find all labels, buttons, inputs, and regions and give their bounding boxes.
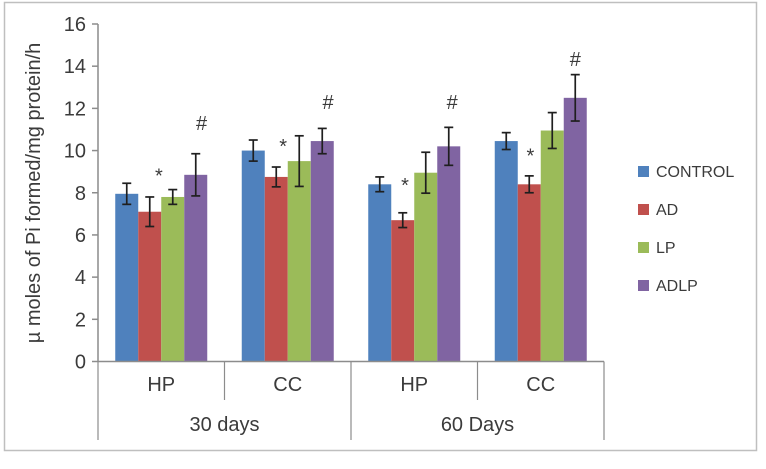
y-tick-label: 2 [75, 309, 86, 331]
labels-layer: 0 2 4 6 8 10 12 14 16 HP CC HP CC 30 days 60 Days µ mol… [23, 14, 582, 436]
error-bar-lp-g2 [421, 151, 431, 195]
y-tick-label: 4 [75, 267, 86, 289]
error-bar-ad-g1 [271, 166, 281, 188]
bar-adlp-g2 [437, 146, 461, 362]
error-bar-control-g0 [122, 182, 132, 206]
x-category-label: CC [526, 374, 555, 396]
figure-border [3, 1, 758, 452]
legend-swatch-control [638, 166, 649, 177]
legend-label-adlp: ADLP [656, 278, 698, 295]
bar-control-g3 [494, 141, 518, 362]
bar-control-g0 [115, 193, 139, 362]
bar-ad-g3 [517, 184, 541, 362]
legend-swatch-adlp [638, 280, 649, 291]
legend-item-adlp: ADLP [638, 278, 698, 295]
y-tick-label: 14 [64, 56, 86, 78]
bar-ad-g2 [391, 220, 415, 362]
significance-annotation: * [401, 175, 409, 197]
legend-label-control: CONTROL [656, 164, 734, 181]
legend-item-control: CONTROL [638, 164, 734, 181]
error-bar-control-g1 [248, 139, 258, 162]
bar-lp-g1 [287, 161, 311, 362]
significance-annotation: # [570, 49, 582, 71]
error-bar-adlp-g3 [570, 73, 580, 122]
y-tick-label: 6 [75, 225, 86, 247]
bar-lp-g0 [161, 196, 185, 362]
bar-control-g2 [368, 184, 392, 362]
bar-adlp-g0 [184, 174, 208, 362]
error-bar-adlp-g1 [317, 127, 327, 155]
error-bar-lp-g0 [168, 188, 178, 206]
legend-label-ad: AD [656, 202, 678, 219]
x-category-label: HP [400, 374, 428, 396]
bar-lp-g3 [540, 130, 564, 362]
bar-ad-g1 [264, 176, 288, 362]
legend-item-ad: AD [638, 202, 678, 219]
significance-annotation: * [155, 166, 163, 188]
bars-layer [115, 97, 587, 362]
y-tick-label: 8 [75, 183, 86, 205]
x-category-label: CC [273, 374, 302, 396]
significance-annotation: # [447, 92, 459, 114]
legend-swatch-lp [638, 242, 649, 253]
bar-control-g1 [241, 150, 265, 362]
x-group-label: 60 Days [441, 414, 514, 436]
error-bar-ad-g0 [145, 196, 155, 228]
y-tick-label: 12 [64, 98, 86, 120]
y-tick-label: 16 [64, 14, 86, 36]
bar-lp-g2 [414, 172, 438, 362]
bar-adlp-g1 [310, 141, 334, 362]
y-tick-label: 10 [64, 141, 86, 163]
error-bar-lp-g1 [294, 134, 304, 188]
error-bar-adlp-g0 [191, 152, 201, 197]
error-bar-adlp-g2 [444, 126, 454, 167]
significance-annotation: # [322, 92, 334, 114]
x-category-label: HP [147, 374, 175, 396]
error-bar-control-g2 [375, 176, 385, 193]
significance-annotation: * [279, 136, 287, 158]
error-bar-ad-g3 [524, 175, 534, 194]
x-group-label: 30 days [189, 414, 259, 436]
error-bar-control-g3 [501, 131, 511, 151]
legend-swatch-ad [638, 204, 649, 215]
axes-layer [92, 23, 605, 440]
legend-item-lp: LP [638, 240, 676, 257]
bar-adlp-g3 [563, 97, 587, 362]
error-bars-layer [122, 73, 580, 229]
y-tick-label: 0 [75, 352, 86, 374]
significance-annotation: * [527, 146, 535, 168]
legend-label-lp: LP [656, 240, 676, 257]
y-axis-title: µ moles of Pi formed/mg protein/h [23, 43, 45, 344]
significance-annotation: # [196, 113, 208, 135]
error-bar-lp-g3 [547, 111, 557, 150]
error-bar-ad-g2 [398, 211, 408, 229]
bar-ad-g0 [138, 211, 162, 362]
